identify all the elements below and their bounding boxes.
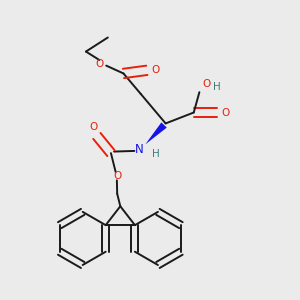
Text: H: H — [212, 82, 220, 92]
Text: O: O — [113, 171, 121, 181]
Text: O: O — [95, 59, 104, 69]
Text: O: O — [90, 122, 98, 132]
Polygon shape — [145, 122, 167, 144]
Text: H: H — [152, 149, 160, 159]
Text: O: O — [202, 80, 211, 89]
Text: O: O — [222, 107, 230, 118]
Text: O: O — [151, 65, 159, 75]
Text: N: N — [135, 143, 144, 156]
